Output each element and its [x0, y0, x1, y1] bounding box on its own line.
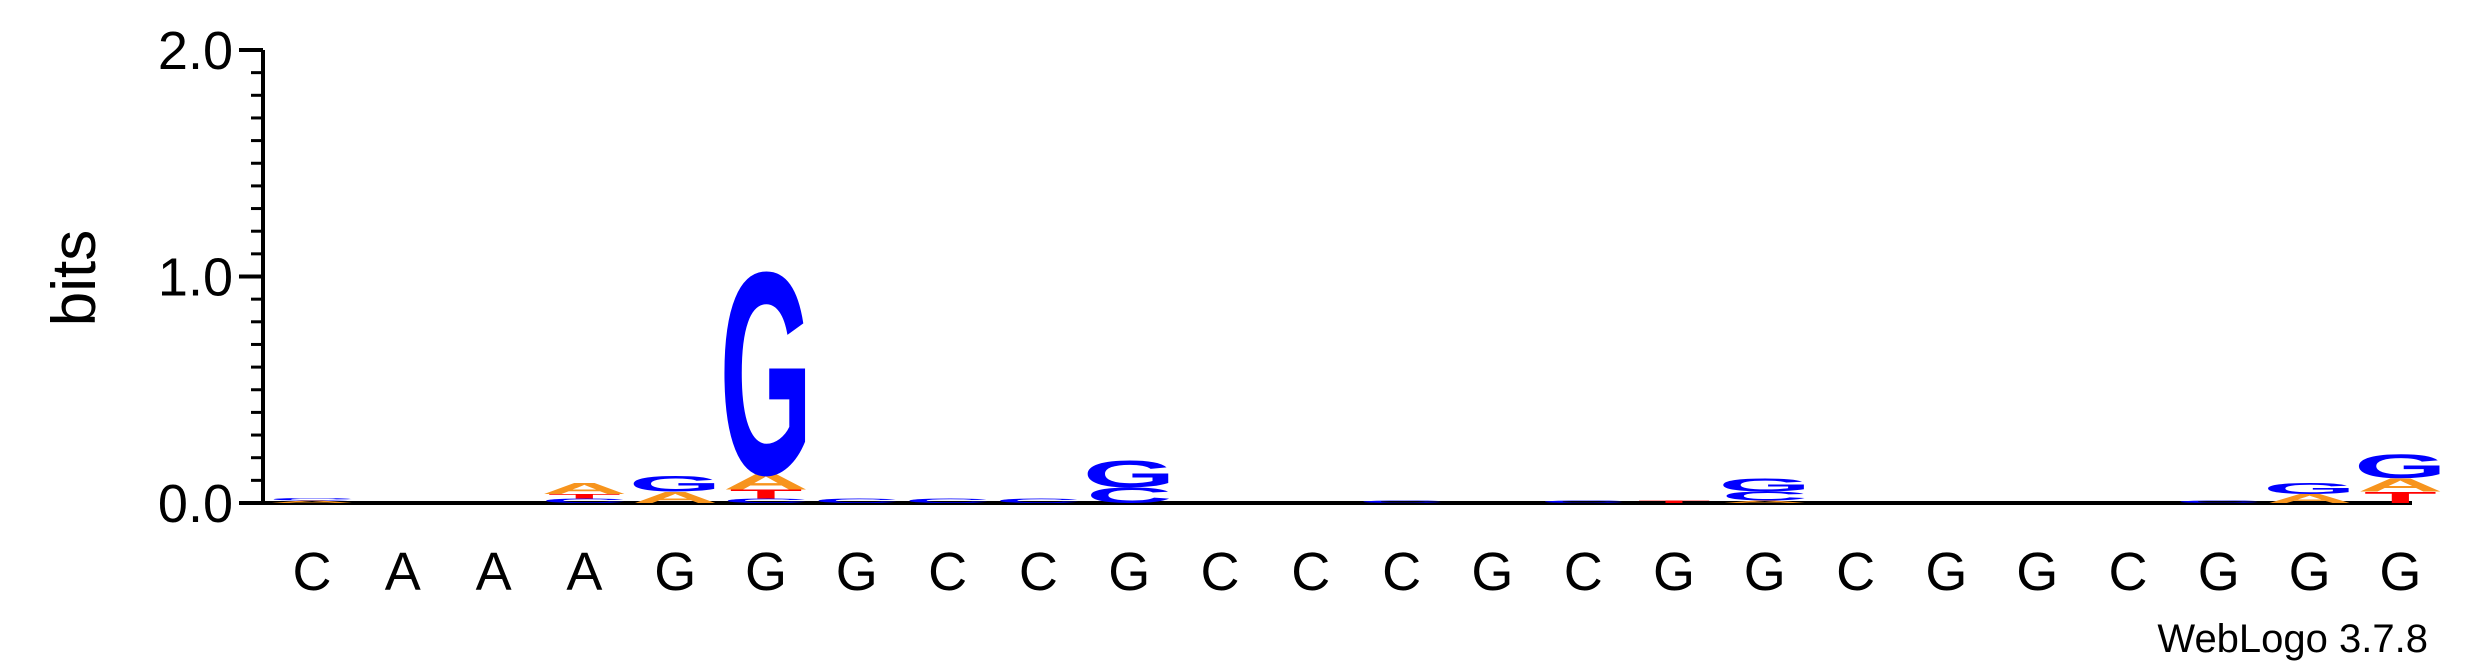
- x-tick-label: G: [654, 542, 696, 602]
- logo-letter: C: [1540, 500, 1626, 503]
- logo-letter: T: [548, 493, 621, 500]
- logo-letter: G: [1083, 453, 1176, 495]
- x-tick-label: C: [1291, 542, 1330, 602]
- x-tick-label: G: [2289, 542, 2331, 602]
- x-tick-label: G: [2379, 542, 2421, 602]
- x-tick-label: C: [1382, 542, 1421, 602]
- logo-letter: G: [2354, 447, 2447, 486]
- x-tick-label: A: [385, 542, 421, 602]
- x-tick-label: C: [1019, 542, 1058, 602]
- x-tick-label: G: [745, 542, 787, 602]
- x-tick-label: G: [1925, 542, 1967, 602]
- logo-letter: A: [2266, 492, 2352, 506]
- x-tick-label: C: [293, 542, 332, 602]
- x-tick-label: C: [1201, 542, 1240, 602]
- logo-letter: G: [720, 212, 813, 535]
- logo-letter: A: [632, 489, 718, 507]
- logo-letter: T: [1638, 500, 1711, 503]
- x-tick-label: G: [836, 542, 878, 602]
- logo-letter: G: [2263, 480, 2356, 498]
- logo-letter: C: [269, 498, 355, 501]
- logo-letter: A: [2357, 475, 2443, 496]
- logo-letter: G: [629, 472, 722, 497]
- logo-letter: A: [269, 500, 355, 503]
- x-tick-label: G: [1108, 542, 1150, 602]
- x-tick-label: G: [1744, 542, 1786, 602]
- position-column: CTA: [541, 480, 627, 504]
- position-column: TAG: [2354, 447, 2447, 507]
- position-column: C: [814, 497, 900, 504]
- x-tick-label: C: [928, 542, 967, 602]
- position-column: C: [904, 497, 990, 504]
- logo-letter: C: [814, 497, 900, 504]
- logo-letter: T: [730, 487, 803, 501]
- logo-letter: C: [1086, 483, 1172, 508]
- logo-letter: A: [1722, 500, 1808, 503]
- y-axis-label: bits: [40, 230, 109, 326]
- x-tick-label: G: [2198, 542, 2240, 602]
- y-axis-ticks: 0.0 1.0 2.0: [158, 21, 263, 534]
- position-column: C: [1358, 500, 1444, 503]
- x-tick-label: C: [1564, 542, 1603, 602]
- x-tick-label: A: [476, 542, 512, 602]
- position-column: C: [2176, 500, 2262, 503]
- position-column: T: [1638, 500, 1711, 503]
- logo-letter: C: [995, 497, 1081, 504]
- y-tick-label: 1.0: [158, 248, 233, 308]
- x-tick-label: G: [1653, 542, 1695, 602]
- position-column: C: [1540, 500, 1626, 503]
- logo-letter: A: [723, 470, 809, 495]
- logo-letter: C: [2176, 500, 2262, 503]
- x-tick-label: A: [566, 542, 602, 602]
- position-column: AC: [269, 498, 355, 504]
- x-tick-label: G: [2016, 542, 2058, 602]
- logo-letter: T: [2364, 489, 2437, 507]
- position-column: ACG: [1718, 475, 1811, 504]
- logo-letter: C: [723, 497, 809, 504]
- logo-letter: C: [541, 497, 627, 504]
- y-tick-label: 0.0: [158, 474, 233, 534]
- position-column: AG: [2263, 480, 2356, 506]
- position-column: CG: [1083, 453, 1176, 508]
- x-tick-label: C: [2109, 542, 2148, 602]
- position-column: C: [995, 497, 1081, 504]
- x-tick-label: C: [1836, 542, 1875, 602]
- logo-letter: C: [1722, 489, 1808, 503]
- logo-letter: C: [1358, 500, 1444, 503]
- weblogo-credit: WebLogo 3.7.8: [2157, 617, 2428, 661]
- position-column: AG: [629, 472, 722, 507]
- y-tick-label: 2.0: [158, 21, 233, 81]
- logo-letter: A: [541, 480, 627, 498]
- logo-letter: G: [1718, 475, 1811, 496]
- x-tick-label: G: [1471, 542, 1513, 602]
- logo-letter: C: [904, 497, 990, 504]
